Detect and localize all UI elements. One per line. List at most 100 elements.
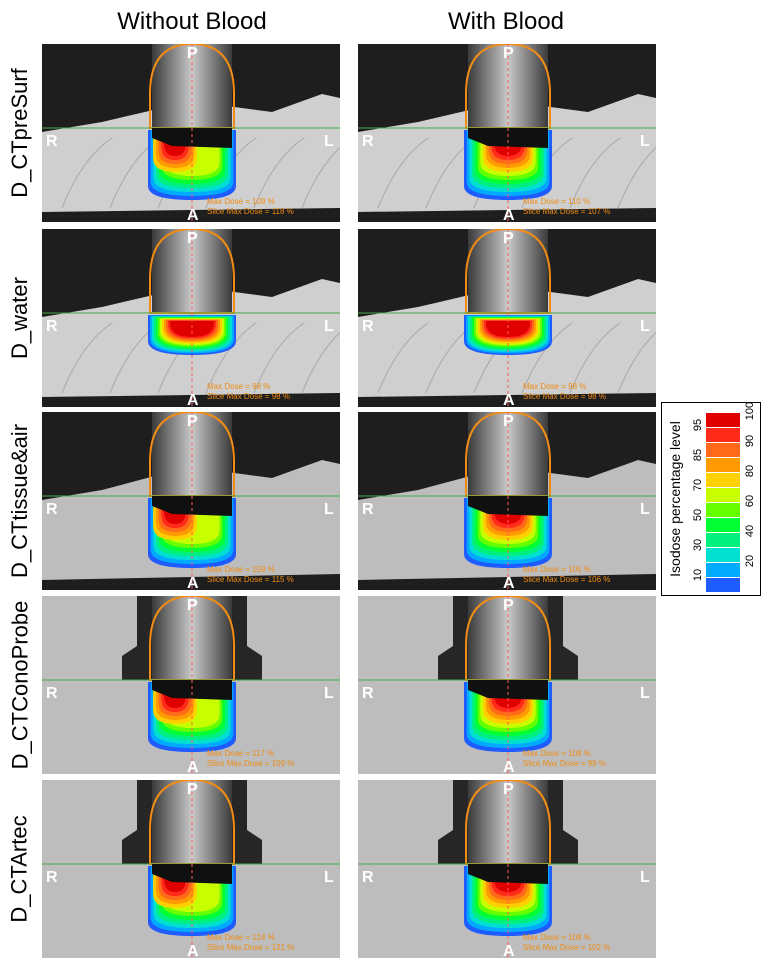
air-cavity <box>468 864 548 884</box>
orientation-posterior: P <box>187 597 198 614</box>
orientation-right: R <box>362 685 374 702</box>
legend-level-label: 60 <box>744 494 756 508</box>
slice-max-dose-text: Slice Max Dose = 109 % <box>207 759 294 768</box>
slice-max-dose-text: Slice Max Dose = 98 % <box>523 392 606 401</box>
max-dose-text: Max Dose = 98 % <box>523 382 586 391</box>
orientation-anterior: A <box>187 392 199 407</box>
max-dose-text: Max Dose = 109 % <box>207 197 275 206</box>
slice-max-dose-text: Slice Max Dose = 118 % <box>207 207 294 216</box>
legend-level-label: 90 <box>744 434 756 448</box>
row-label: D_CTConoProbe <box>0 596 40 774</box>
orientation-right: R <box>46 133 58 150</box>
legend-level-label: 80 <box>744 464 756 478</box>
legend-color-scale <box>706 413 740 592</box>
orientation-left: L <box>640 133 650 150</box>
air-cavity <box>152 128 232 148</box>
orientation-posterior: P <box>187 45 198 62</box>
legend-swatch <box>706 533 740 547</box>
ct-slice-image: P A R L Max Dose = 105 %Slice Max Dose = 106… <box>358 412 656 590</box>
air-cavity <box>152 864 232 884</box>
row-label: D_CTtissue&air <box>0 412 40 590</box>
tissue-vessel <box>617 146 656 209</box>
ct-slice-image: P A R L Max Dose = 98 %Slice Max Dose = 98 % <box>42 229 340 407</box>
dose-panel: P A R L Max Dose = 109 % Slice Max Dose = 102… <box>358 780 656 958</box>
legend-swatch <box>706 428 740 442</box>
slice-max-dose-text: Slice Max Dose = 102 % <box>523 943 610 952</box>
legend-swatch <box>706 413 740 427</box>
orientation-right: R <box>46 318 58 335</box>
dose-panel: P A R L Max Dose = 98 % Slice Max Dose = 98 % <box>358 229 656 407</box>
legend-level-label: 40 <box>744 524 756 538</box>
ct-slice-image: P A R L Max Dose = 110 %Slice Max Dose = 107… <box>358 44 656 222</box>
ct-slice-image: P A R L Max Dose = 109 %Slice Max Dose = 118… <box>42 44 340 222</box>
legend-swatch <box>706 578 740 592</box>
orientation-left: L <box>324 501 334 518</box>
air-cavity <box>468 496 548 516</box>
row-label-text: D_CTConoProbe <box>7 600 32 770</box>
legend-title: Isodose percentage level <box>664 403 686 595</box>
legend-swatch <box>706 503 740 517</box>
dose-panel: P A R L Max Dose = 98 % Slice Max Dose = 98 % <box>42 229 340 407</box>
max-dose-text: Max Dose = 98 % <box>207 382 270 391</box>
orientation-anterior: A <box>503 392 515 407</box>
orientation-left: L <box>640 501 650 518</box>
orientation-posterior: P <box>503 45 514 62</box>
ct-slice-image: P A R L Max Dose = 124 %Slice Max Dose = 121… <box>42 780 340 958</box>
row-label-text: D_CTtissue&air <box>7 423 33 579</box>
slice-max-dose-text: Slice Max Dose = 121 % <box>207 943 294 952</box>
orientation-posterior: P <box>187 413 198 430</box>
row-label: D_water <box>0 229 40 407</box>
orientation-left: L <box>324 685 334 702</box>
tissue-vessel <box>253 322 305 394</box>
orientation-left: L <box>324 869 334 886</box>
legend-swatch <box>706 563 740 577</box>
legend-level-label: 50 <box>692 508 704 522</box>
air-cavity <box>152 496 232 516</box>
slice-max-dose-text: Slice Max Dose = 98 % <box>207 392 290 401</box>
isodose-legend: Isodose percentage level 95 85 70 50 30 10 100… <box>661 402 761 596</box>
orientation-right: R <box>46 869 58 886</box>
orientation-posterior: P <box>187 781 198 798</box>
max-dose-text: Max Dose = 109 % <box>523 933 591 942</box>
ct-slice-image: P A R L Max Dose = 109 %Slice Max Dose = 115… <box>42 412 340 590</box>
dose-panel: P A R L Max Dose = 110 % Slice Max Dose = 107… <box>358 44 656 222</box>
slice-max-dose-text: Slice Max Dose = 107 % <box>523 207 610 216</box>
tissue-vessel <box>377 322 429 394</box>
ct-slice-image: P A R L Max Dose = 109 %Slice Max Dose = 99 … <box>358 596 656 774</box>
row-label: D_CTpreSurf <box>0 44 40 222</box>
tissue-vessel <box>301 331 340 394</box>
dose-panel: P A R L Max Dose = 109 % Slice Max Dose = 99 … <box>358 596 656 774</box>
legend-level-label: 95 <box>692 418 704 432</box>
dose-panel: P A R L Max Dose = 109 % Slice Max Dose = 118… <box>42 44 340 222</box>
orientation-right: R <box>362 869 374 886</box>
legend-title-text: Isodose percentage level <box>667 421 684 577</box>
orientation-anterior: A <box>503 943 515 958</box>
dose-panel: P A R L Max Dose = 109 % Slice Max Dose = 115… <box>42 412 340 590</box>
row-label-text: D_water <box>7 277 33 359</box>
orientation-anterior: A <box>187 759 199 774</box>
air-cavity <box>468 680 548 700</box>
orientation-posterior: P <box>187 230 198 247</box>
orientation-right: R <box>362 501 374 518</box>
orientation-right: R <box>46 501 58 518</box>
dose-panel: P A R L Max Dose = 124 % Slice Max Dose = 121… <box>42 780 340 958</box>
orientation-left: L <box>324 318 334 335</box>
orientation-posterior: P <box>503 781 514 798</box>
orientation-posterior: P <box>503 230 514 247</box>
max-dose-text: Max Dose = 109 % <box>523 749 591 758</box>
tissue-vessel <box>301 146 340 209</box>
legend-swatch <box>706 443 740 457</box>
max-dose-text: Max Dose = 124 % <box>207 933 275 942</box>
orientation-left: L <box>640 869 650 886</box>
isodose-contour <box>486 321 530 337</box>
ct-slice-image: P A R L Max Dose = 109 %Slice Max Dose = 102… <box>358 780 656 958</box>
orientation-anterior: A <box>187 575 199 590</box>
slice-max-dose-text: Slice Max Dose = 99 % <box>523 759 606 768</box>
dose-panel: P A R L Max Dose = 105 % Slice Max Dose = 106… <box>358 412 656 590</box>
legend-swatch <box>706 473 740 487</box>
column-title-with-blood: With Blood <box>447 8 565 35</box>
legend-swatch <box>706 518 740 532</box>
orientation-right: R <box>362 133 374 150</box>
max-dose-text: Max Dose = 105 % <box>523 565 591 574</box>
row-label-text: D_CTArtec <box>7 815 33 923</box>
